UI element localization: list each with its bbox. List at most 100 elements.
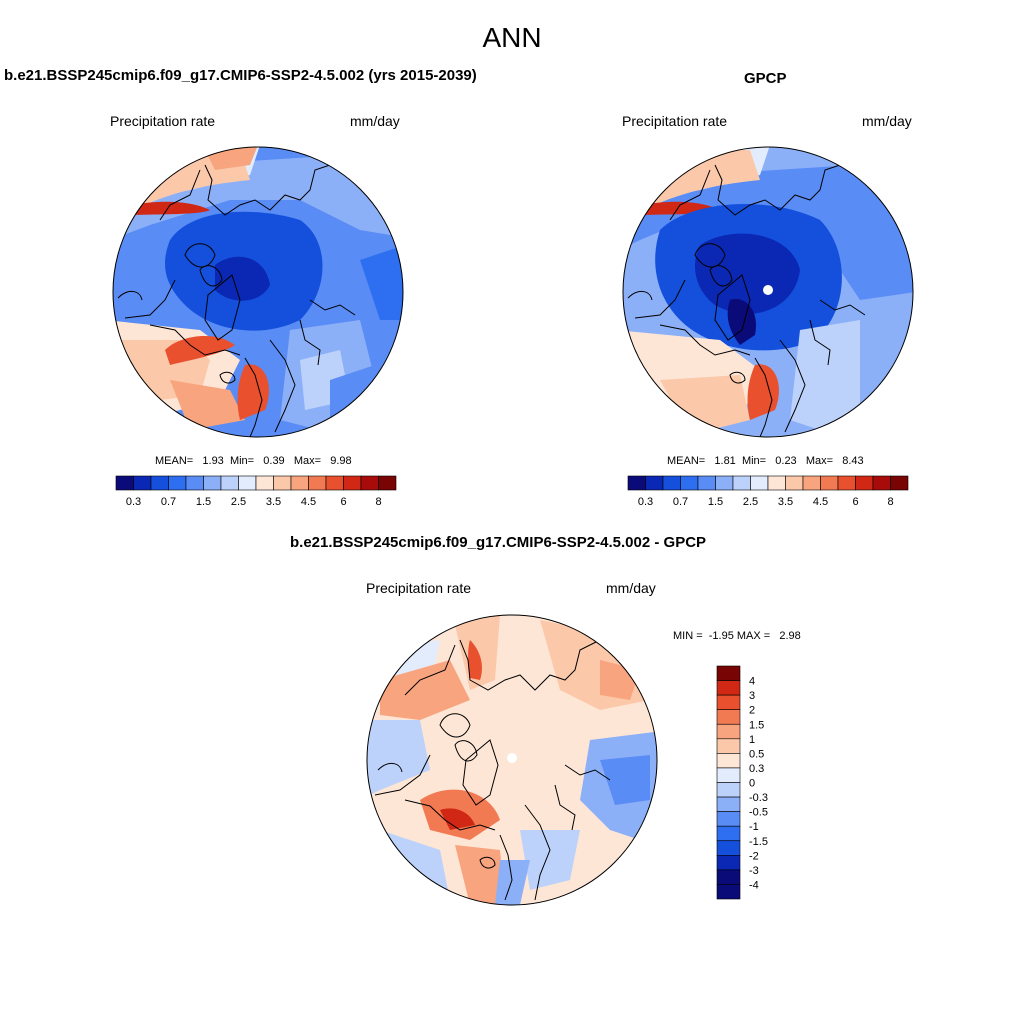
colorbar-model-swatch [185,475,204,491]
colorbar-obs-tick-label: 2.5 [743,496,758,508]
colorbar-model-swatch [150,475,169,491]
colorbar-model-tick-label: 4.5 [301,496,316,508]
colorbar-diff-tick-label: 2 [749,705,755,717]
colorbar-diff-swatch [716,767,741,783]
pole-missing-marker [763,285,773,295]
colorbar-obs-swatch [697,475,716,491]
map-obs [622,146,914,438]
colorbar-diff-swatch [716,782,741,798]
colorbar-diff-tick-label: -3 [749,865,759,877]
colorbar-model-swatch [325,475,344,491]
panel-diff-left-label: Precipitation rate [366,580,472,596]
colorbar-model-swatch [290,475,309,491]
colorbar-obs-tick-label: 3.5 [778,496,793,508]
colorbar-diff-tick-label: -1 [749,821,759,833]
colorbar-diff-swatch [716,840,741,856]
colorbar-model: 0.3 0.7 1.5 2.5 3.5 4.5 6 8 [115,475,397,508]
colorbar-diff-tick-label: -4 [749,879,759,891]
colorbar-diff: 4 3 2 1.5 1 0.5 0.3 0 -0.3 -0.5 -1 -1.5 -2 -3 -4 [716,665,768,900]
colorbar-obs-swatch [785,475,804,491]
panel-diff-units: mm/day [606,580,656,596]
colorbar-diff-tick-label: -1.5 [749,836,768,848]
colorbar-obs-swatch [750,475,769,491]
colorbar-obs-tick-label: 4.5 [813,496,828,508]
colorbar-model-tick-label: 0.3 [126,496,141,508]
colorbar-diff-swatch [716,825,741,842]
panel-model-stats: MEAN= 1.93 Min= 0.39 Max= 9.98 [155,455,352,467]
panel-obs-units: mm/day [862,113,912,129]
colorbar-diff-swatch [716,753,741,769]
colorbar-diff-swatch [716,884,741,900]
colorbar-model-swatch [133,475,152,491]
colorbar-obs-swatch [872,475,891,491]
colorbar-diff-tick-label: 1 [749,734,755,746]
colorbar-model-swatch [168,475,187,491]
colorbar-obs-swatch [837,475,856,491]
colorbar-diff-swatch [716,694,741,710]
panel-model-units: mm/day [350,113,400,129]
colorbar-model-tick-label: 2.5 [231,496,246,508]
colorbar-obs-swatch [680,475,699,491]
colorbar-diff-swatch [716,680,741,696]
colorbar-model-swatch [203,475,222,491]
colorbar-model-swatch [360,475,379,491]
panel-obs-stats: MEAN= 1.81 Min= 0.23 Max= 8.43 [667,455,864,467]
map-model [112,146,404,438]
colorbar-model-tick-label: 3.5 [266,496,281,508]
colorbar-diff-tick-label: 0 [749,778,755,790]
panel-model-title: b.e21.BSSP245cmip6.f09_g17.CMIP6-SSP2-4.… [4,67,477,84]
colorbar-obs-tick-label: 8 [887,496,893,508]
map-diff-border [366,614,658,906]
colorbar-diff-tick-label: 1.5 [749,719,764,731]
colorbar-obs-swatch [645,475,664,491]
colorbar-obs-swatch [732,475,751,491]
map-obs-border [622,146,914,438]
colorbar-obs-swatch [715,475,734,491]
panel-obs-title: GPCP [744,70,787,87]
colorbar-model-tick-label: 8 [375,496,381,508]
colorbar-obs-tick-label: 6 [852,496,858,508]
colorbar-model-tick-label: 1.5 [196,496,211,508]
colorbar-model-swatch [273,475,292,491]
colorbar-diff-swatch [716,811,741,827]
colorbar-model-swatch [308,475,327,491]
colorbar-diff-swatch [716,869,741,885]
colorbar-obs-swatch [820,475,839,491]
panel-diff-stats: MIN = -1.95 MAX = 2.98 [673,630,801,642]
colorbar-obs-swatch [662,475,681,491]
panel-obs-left-label: Precipitation rate [622,113,728,129]
colorbar-diff-tick-label: 0.5 [749,748,764,760]
colorbar-diff-tick-label: -0.3 [749,792,768,804]
colorbar-model-swatch [255,475,274,491]
colorbar-model-swatch [378,475,397,491]
colorbar-obs-swatch [802,475,821,491]
colorbar-model-swatch [115,475,134,491]
colorbar-obs-swatch [855,475,874,491]
colorbar-diff-tick-label: -0.5 [749,807,768,819]
colorbar-diff-swatch [716,709,741,725]
colorbar-diff-swatch [716,723,741,740]
panel-model-left-label: Precipitation rate [110,113,216,129]
colorbar-model-tick-label: 6 [340,496,346,508]
colorbar-diff-tick-label: 3 [749,690,755,702]
colorbar-obs-tick-label: 1.5 [708,496,723,508]
colorbar-obs-tick-label: 0.3 [638,496,653,508]
colorbar-model-swatch [238,475,257,491]
colorbar-diff-tick-label: 4 [749,676,755,688]
panel-diff-title: b.e21.BSSP245cmip6.f09_g17.CMIP6-SSP2-4.… [290,534,707,551]
colorbar-diff-tick-label: 0.3 [749,763,764,775]
colorbar-diff-tick-label: -2 [749,850,759,862]
map-diff [366,614,658,906]
colorbar-obs-tick-label: 0.7 [673,496,688,508]
colorbar-diff-swatch [716,796,741,812]
colorbar-model-swatch [343,475,362,491]
colorbar-obs-swatch [890,475,909,491]
colorbar-diff-swatch [716,738,741,754]
map-model-border [112,146,404,438]
colorbar-obs-swatch [767,475,786,491]
colorbar-obs: 0.3 0.7 1.5 2.5 3.5 4.5 6 8 [627,475,909,508]
colorbar-model-tick-label: 0.7 [161,496,176,508]
pole-missing-marker-diff [507,753,517,763]
colorbar-diff-swatch [716,855,741,871]
